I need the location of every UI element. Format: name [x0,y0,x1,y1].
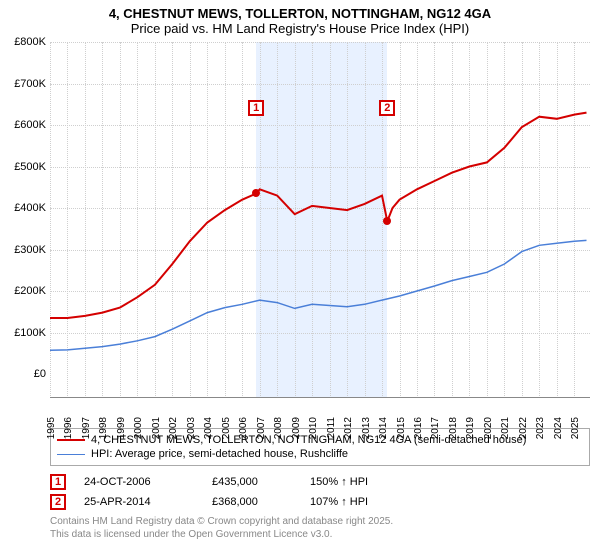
x-tick-label: 2010 [308,417,319,439]
sale-pct: 107% ↑ HPI [310,496,410,508]
y-tick-label: £700K [14,78,46,90]
sale-marker-1: 1 [248,100,264,116]
sale-date: 24-OCT-2006 [84,476,194,488]
sale-row: 2 25-APR-2014 £368,000 107% ↑ HPI [50,492,590,512]
x-tick-label: 2011 [326,417,337,439]
x-tick-label: 1997 [81,417,92,439]
x-tick-label: 2025 [570,417,581,439]
x-tick-label: 2024 [553,417,564,439]
sale-price: £368,000 [212,496,292,508]
sale-date: 25-APR-2014 [84,496,194,508]
x-tick-label: 2007 [256,417,267,439]
sale-price: £435,000 [212,476,292,488]
x-axis: 1995199619971998199920002001200220032004… [50,398,590,422]
x-tick-label: 2021 [500,417,511,439]
title-subtitle: Price paid vs. HM Land Registry's House … [0,21,600,36]
x-tick-label: 2008 [273,417,284,439]
x-tick-label: 2012 [343,417,354,439]
x-tick-label: 2022 [518,417,529,439]
attribution: Contains HM Land Registry data © Crown c… [50,516,590,541]
x-tick-label: 2001 [151,417,162,439]
sale-row-marker: 1 [50,474,66,490]
x-tick-label: 2019 [465,417,476,439]
sale-row: 1 24-OCT-2006 £435,000 150% ↑ HPI [50,472,590,492]
x-tick-label: 2023 [535,417,546,439]
sale-pct: 150% ↑ HPI [310,476,410,488]
y-tick-label: £400K [14,202,46,214]
chart-container: 4, CHESTNUT MEWS, TOLLERTON, NOTTINGHAM,… [0,0,600,560]
sale-marker-2: 2 [379,100,395,116]
x-tick-label: 1995 [46,417,57,439]
x-tick-label: 1996 [63,417,74,439]
x-tick-label: 2018 [448,417,459,439]
title-block: 4, CHESTNUT MEWS, TOLLERTON, NOTTINGHAM,… [0,0,600,38]
x-tick-label: 2003 [186,417,197,439]
x-tick-label: 2002 [168,417,179,439]
y-tick-label: £500K [14,161,46,173]
legend-label-hpi: HPI: Average price, semi-detached house,… [91,448,348,460]
title-address: 4, CHESTNUT MEWS, TOLLERTON, NOTTINGHAM,… [0,6,600,21]
legend-swatch-hpi [57,454,85,455]
x-tick-label: 2020 [483,417,494,439]
y-tick-label: £600K [14,119,46,131]
y-tick-label: £200K [14,285,46,297]
sales-block: 1 24-OCT-2006 £435,000 150% ↑ HPI 2 25-APR-20… [50,472,590,512]
x-tick-label: 2014 [378,417,389,439]
legend-row-hpi: HPI: Average price, semi-detached house,… [57,447,583,461]
sale-dot-2 [383,217,391,225]
attribution-line1: Contains HM Land Registry data © Crown c… [50,516,590,529]
x-tick-label: 2009 [291,417,302,439]
attribution-line2: This data is licensed under the Open Gov… [50,529,590,542]
y-tick-label: £800K [14,36,46,48]
x-tick-label: 2013 [361,417,372,439]
x-tick-label: 2016 [413,417,424,439]
legend-swatch-property [57,439,85,441]
y-tick-label: £100K [14,327,46,339]
y-tick-label: £0 [34,368,46,380]
sale-dot-1 [252,189,260,197]
x-tick-label: 2004 [203,417,214,439]
x-tick-label: 2005 [221,417,232,439]
sale-row-marker: 2 [50,494,66,510]
x-tick-label: 2006 [238,417,249,439]
x-tick-label: 1998 [98,417,109,439]
y-tick-label: £300K [14,244,46,256]
x-tick-label: 2000 [133,417,144,439]
series-hpi [50,240,587,350]
x-tick-label: 2017 [430,417,441,439]
plot: 12 [50,42,590,422]
y-axis: £0£100K£200K£300K£400K£500K£600K£700K£80… [0,42,48,398]
x-tick-label: 1999 [116,417,127,439]
x-tick-label: 2015 [396,417,407,439]
chart-svg [50,42,590,374]
chart-area: £0£100K£200K£300K£400K£500K£600K£700K£80… [50,42,590,422]
series-property [50,113,587,318]
